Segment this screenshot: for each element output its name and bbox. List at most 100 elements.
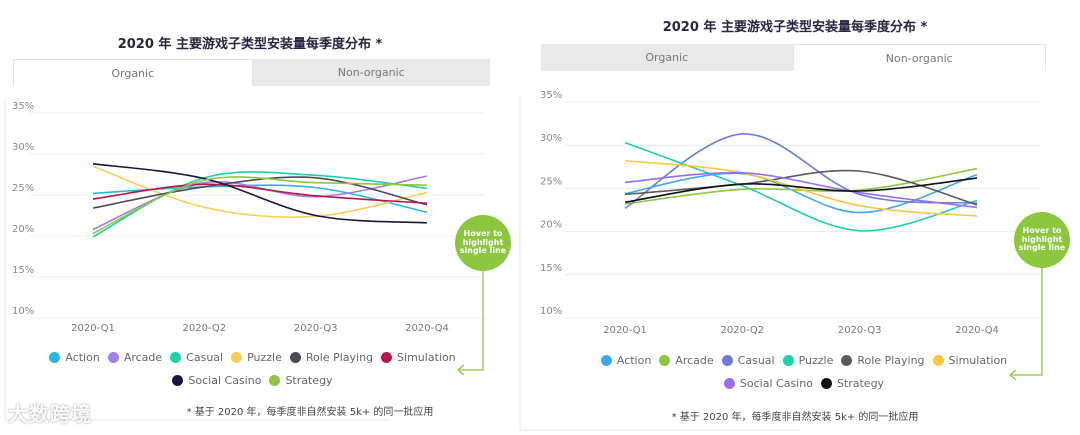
legend-item[interactable]: Social Casino: [172, 373, 261, 387]
y-tick-label: 15%: [540, 263, 562, 274]
series-line-puzzle[interactable]: [624, 141, 978, 232]
y-tick-label: 35%: [540, 90, 562, 101]
legend-swatch: [289, 351, 301, 363]
left-footnote: * 基于 2020 年，每季度非自然安装 5k+ 的同一批应用: [186, 407, 434, 418]
legend-label: Strategy: [285, 373, 333, 387]
legend-label: Puzzle: [798, 353, 834, 367]
legend-item[interactable]: Action: [49, 350, 100, 364]
legend-item[interactable]: Role Playing: [289, 350, 374, 364]
legend-item[interactable]: Casual: [170, 350, 223, 364]
series-line-strategy[interactable]: [624, 177, 978, 204]
x-tick-label: 2020-Q2: [720, 325, 764, 336]
legend-swatch: [49, 351, 61, 363]
legend-swatch: [381, 351, 393, 363]
y-tick-label: 35%: [12, 101, 34, 112]
legend-swatch: [170, 351, 182, 363]
tab-organic[interactable]: Organic: [541, 44, 793, 71]
series-line-role-playing[interactable]: [624, 169, 978, 206]
y-tick-label: 30%: [540, 133, 562, 144]
x-tick-label: 2020-Q4: [955, 325, 999, 336]
left-chart-title: 2020 年 主要游戏子类型安装量每季度分布 *: [117, 37, 383, 52]
series-line-simulation[interactable]: [92, 183, 428, 204]
legend-swatch: [841, 354, 853, 366]
right-tabs: Organic Non-organic: [541, 44, 1046, 71]
x-tick-label: 2020-Q1: [603, 325, 647, 336]
legend-swatch: [782, 354, 794, 366]
legend-row: Social Casino Strategy: [528, 376, 1080, 390]
x-tick-label: 2020-Q2: [182, 323, 226, 334]
series-line-arcade[interactable]: [92, 175, 428, 231]
series-line-simulation[interactable]: [624, 159, 978, 217]
legend-swatch: [723, 377, 735, 389]
legend-swatch: [820, 377, 832, 389]
legend-label: Role Playing: [305, 350, 374, 364]
tab-non-organic[interactable]: Non-organic: [792, 44, 1046, 71]
legend-item[interactable]: Strategy: [820, 376, 885, 390]
hover-hint-bubble: Hover to highlight single line: [1014, 212, 1070, 268]
y-tick-label: 20%: [540, 220, 562, 231]
y-tick-label: 10%: [540, 306, 562, 317]
watermark-logo: 大数跨境: [8, 402, 92, 426]
y-tick-label: 10%: [12, 306, 34, 317]
legend-item[interactable]: Arcade: [107, 350, 163, 364]
legend-swatch: [932, 354, 944, 366]
series-line-strategy[interactable]: [92, 176, 428, 235]
legend-label: Social Casino: [739, 376, 813, 390]
legend-label: Social Casino: [188, 373, 262, 387]
legend-swatch: [600, 354, 612, 366]
legend-item[interactable]: Casual: [721, 353, 775, 367]
x-tick-label: 2020-Q1: [71, 323, 115, 334]
x-tick-label: 2020-Q3: [294, 323, 338, 334]
legend-label: Simulation: [948, 353, 1008, 367]
legend-row: Action Arcade Casual Puzzle Role Playing Simu…: [0, 350, 505, 364]
y-tick-label: 15%: [12, 265, 34, 276]
hint-arrow-icon: [456, 270, 484, 376]
legend-swatch: [721, 354, 733, 366]
legend-swatch: [107, 351, 119, 363]
series-line-casual[interactable]: [624, 133, 978, 209]
legend-item[interactable]: Puzzle: [231, 350, 282, 364]
left-tabs: Organic Non-organic: [13, 59, 490, 86]
series-line-social-casino[interactable]: [624, 171, 978, 209]
x-tick-label: 2020-Q3: [838, 325, 882, 336]
series-line-puzzle[interactable]: [92, 165, 428, 218]
legend-swatch: [659, 354, 671, 366]
y-tick-label: 25%: [12, 183, 34, 194]
series-line-social-casino[interactable]: [92, 163, 428, 224]
hover-hint-bubble: Hover to highlight single line: [455, 215, 511, 271]
legend-item[interactable]: Simulation: [932, 353, 1008, 367]
legend-label: Action: [65, 350, 100, 364]
panel-border: [519, 95, 800, 431]
legend-item[interactable]: Arcade: [659, 353, 714, 367]
y-tick-label: 20%: [12, 224, 34, 235]
series-line-action[interactable]: [624, 172, 978, 214]
legend-label: Simulation: [397, 350, 456, 364]
legend-label: Action: [616, 353, 652, 367]
tab-organic[interactable]: Organic: [13, 59, 253, 86]
tab-non-organic[interactable]: Non-organic: [252, 59, 490, 86]
series-line-role-playing[interactable]: [92, 176, 428, 209]
legend-label: Arcade: [123, 350, 163, 364]
legend-swatch: [172, 374, 184, 386]
legend-item[interactable]: Puzzle: [782, 353, 834, 367]
legend-label: Strategy: [836, 376, 885, 390]
right-legend: Action Arcade Casual Puzzle Role Playing Simu…: [528, 353, 1080, 399]
right-chart-title: 2020 年 主要游戏子类型安装量每季度分布 *: [662, 20, 928, 35]
legend-item[interactable]: Role Playing: [841, 353, 925, 367]
legend-label: Casual: [737, 353, 775, 367]
right-footnote: * 基于 2020 年，每季度非自然安装 5k+ 的同一批应用: [671, 412, 919, 423]
legend-label: Role Playing: [857, 353, 925, 367]
x-tick-label: 2020-Q4: [405, 323, 449, 334]
legend-label: Puzzle: [247, 350, 282, 364]
legend-label: Arcade: [675, 353, 714, 367]
legend-row: Social Casino Strategy: [0, 373, 505, 387]
legend-item[interactable]: Social Casino: [723, 376, 813, 390]
legend-item[interactable]: Strategy: [269, 373, 333, 387]
legend-row: Action Arcade Casual Puzzle Role Playing Simu…: [528, 353, 1080, 367]
legend-label: Casual: [186, 350, 224, 364]
y-tick-label: 25%: [540, 176, 562, 187]
y-tick-label: 30%: [12, 142, 34, 153]
legend-item[interactable]: Action: [600, 353, 652, 367]
legend-item[interactable]: Simulation: [381, 350, 456, 364]
